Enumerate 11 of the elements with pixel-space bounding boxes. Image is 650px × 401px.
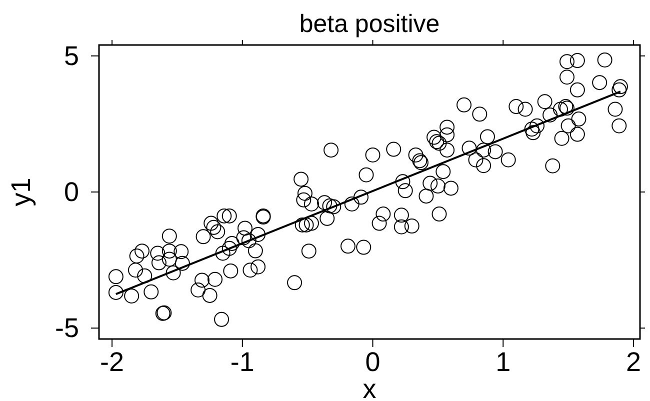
- x-tick-label: 0: [365, 347, 380, 377]
- x-axis-title: x: [362, 374, 377, 401]
- x-tick-label: 1: [496, 347, 511, 377]
- y-tick-label: -5: [54, 313, 79, 344]
- x-tick-label: -2: [100, 347, 124, 377]
- chart-title: beta positive: [299, 10, 440, 38]
- x-tick-label: -1: [230, 347, 254, 377]
- x-tick-label: 2: [626, 347, 641, 377]
- y-axis-title: y1: [6, 178, 36, 206]
- y-tick-label: 5: [64, 40, 79, 71]
- y-tick-label: 0: [64, 177, 79, 207]
